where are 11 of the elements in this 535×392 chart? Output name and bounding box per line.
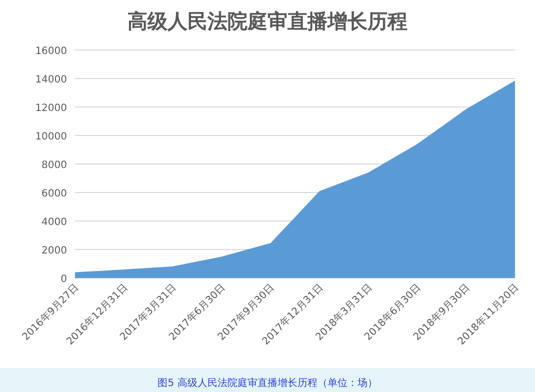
- y-tick-label: 10000: [35, 132, 67, 142]
- y-tick-label: 4000: [42, 217, 67, 228]
- y-tick-label: 12000: [35, 103, 67, 114]
- chart-title: 高级人民法院庭审直播增长历程: [128, 9, 408, 33]
- y-tick-label: 14000: [35, 74, 67, 86]
- y-tick-label: 6000: [42, 188, 67, 200]
- y-tick-label: 2000: [42, 246, 67, 256]
- caption: 图5 高级人民法院庭审直播增长历程（单位：场）: [158, 377, 378, 389]
- y-tick-label: 0: [60, 274, 67, 285]
- y-tick-label: 16000: [35, 46, 67, 57]
- y-tick-label: 8000: [42, 160, 67, 171]
